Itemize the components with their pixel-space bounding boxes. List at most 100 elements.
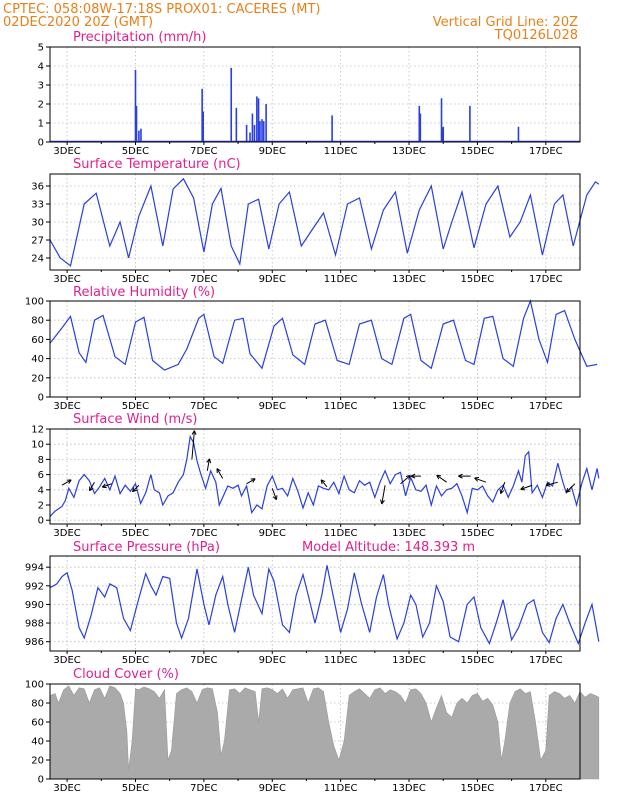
- wind-arrow: [191, 430, 197, 460]
- x-tick-label: 13DEC: [392, 783, 426, 794]
- precip-bar: [419, 113, 422, 142]
- precip-bar: [442, 126, 445, 142]
- x-tick-label: 17DEC: [529, 655, 563, 666]
- x-tick-label: 15DEC: [461, 528, 495, 539]
- x-tick-label: 5DEC: [122, 146, 149, 157]
- y-tick-label: 20: [31, 756, 44, 767]
- humidity-panel: Relative Humidity (%) 0 20 40 60 80 100 3DEC 5D…: [25, 285, 598, 412]
- x-tick-label: 11DEC: [324, 146, 358, 157]
- x-tick-label: 9DEC: [259, 146, 286, 157]
- wind-arrow: [436, 474, 447, 483]
- x-tick-label: 11DEC: [324, 655, 358, 666]
- header-run-time: 02DEC2020 20Z (GMT): [3, 15, 153, 30]
- y-tick-label: 100: [25, 297, 44, 308]
- pressure-panel: Surface Pressure (hPa) Model Altitude: 1…: [25, 540, 600, 666]
- x-tick-label: 9DEC: [259, 528, 286, 539]
- wind-arrow: [458, 473, 471, 479]
- y-tick-label: 10: [31, 440, 44, 451]
- wind-title: Surface Wind (m/s): [73, 412, 197, 427]
- humidity-title: Relative Humidity (%): [73, 285, 215, 300]
- precip-bar: [469, 105, 471, 142]
- y-tick-label: 4: [38, 485, 44, 496]
- y-tick-label: 4: [38, 62, 44, 73]
- x-tick-label: 17DEC: [529, 783, 563, 794]
- y-tick-label: 20: [31, 373, 44, 384]
- precip-bar: [135, 105, 138, 142]
- precip-bar: [138, 130, 140, 142]
- x-tick-label: 7DEC: [190, 146, 217, 157]
- y-tick-label: 30: [31, 218, 44, 229]
- cloud-cover-title: Cloud Cover (%): [73, 667, 179, 682]
- precip-bar: [517, 126, 520, 142]
- x-tick-label: 15DEC: [461, 655, 495, 666]
- precip-bar: [230, 67, 233, 142]
- header-location: CPTEC: 058:08W-17:18S PROX01: CACERES (M…: [3, 2, 320, 17]
- y-tick-label: 60: [31, 718, 44, 729]
- precip-bar: [261, 119, 263, 142]
- precip-bar: [140, 128, 142, 142]
- series-line: [49, 177, 600, 267]
- y-tick-label: 1: [38, 119, 44, 130]
- x-tick-label: 5DEC: [122, 783, 149, 794]
- precip-bar: [331, 115, 333, 142]
- series-line: [49, 434, 600, 517]
- wind-arrow: [101, 483, 112, 489]
- x-tick-label: 5DEC: [122, 274, 149, 285]
- y-tick-label: 990: [25, 600, 44, 611]
- x-tick-label: 3DEC: [53, 146, 80, 157]
- precip-bar: [262, 121, 265, 142]
- wind-arrow: [61, 479, 72, 486]
- temperature-title: Surface Temperature (nC): [73, 157, 241, 172]
- wind-arrow: [410, 473, 421, 479]
- wind-arrow: [320, 479, 328, 488]
- x-tick-label: 3DEC: [53, 528, 80, 539]
- y-tick-label: 5: [38, 43, 44, 54]
- wind-arrow: [380, 485, 386, 505]
- series-line: [49, 298, 598, 371]
- y-tick-label: 0: [38, 138, 44, 149]
- y-tick-label: 36: [31, 182, 44, 193]
- plot-frame: [49, 428, 581, 525]
- wind-arrow: [206, 458, 212, 471]
- x-tick-label: 3DEC: [53, 783, 80, 794]
- wind-arrow: [216, 468, 224, 479]
- x-tick-label: 3DEC: [53, 401, 80, 412]
- wind-arrow: [565, 483, 576, 493]
- plot-frame: [49, 173, 581, 271]
- x-tick-label: 7DEC: [190, 783, 217, 794]
- plot-frame: [49, 683, 581, 780]
- wind-arrow: [131, 484, 140, 493]
- x-tick-label: 15DEC: [461, 783, 495, 794]
- x-tick-label: 5DEC: [122, 528, 149, 539]
- wind-arrow: [400, 474, 411, 485]
- y-tick-label: 988: [25, 619, 44, 630]
- y-tick-label: 33: [31, 200, 44, 211]
- y-tick-label: 0: [38, 516, 44, 527]
- x-tick-label: 15DEC: [461, 401, 495, 412]
- cloud-cover-area: [49, 685, 600, 780]
- x-tick-label: 9DEC: [259, 783, 286, 794]
- wind-panel: Surface Wind (m/s) 0 2 4 6 8 10 12 3DEC 5DEC 7DEC…: [31, 412, 600, 539]
- x-tick-label: 9DEC: [259, 274, 286, 285]
- precip-bar: [256, 96, 258, 142]
- cloud-cover-panel: Cloud Cover (%) 0 20 40 60 80 100 3DEC 5DEC 7DEC…: [25, 667, 600, 794]
- x-tick-label: 17DEC: [529, 528, 563, 539]
- plot-frame: [49, 46, 581, 143]
- precip-bar: [235, 107, 238, 142]
- precip-bar: [265, 104, 267, 142]
- x-tick-label: 15DEC: [461, 146, 495, 157]
- y-tick-label: 0: [38, 393, 44, 404]
- precip-bar: [257, 98, 260, 142]
- x-tick-label: 3DEC: [53, 274, 80, 285]
- model-altitude-label: Model Altitude: 148.393 m: [302, 540, 475, 555]
- precip-bar: [440, 98, 443, 142]
- precip-bar: [251, 113, 254, 142]
- y-tick-label: 994: [25, 563, 44, 574]
- x-tick-label: 13DEC: [392, 655, 426, 666]
- wind-arrow: [520, 484, 533, 491]
- x-tick-label: 9DEC: [259, 401, 286, 412]
- y-tick-label: 6: [38, 470, 44, 481]
- precip-bar: [249, 132, 251, 142]
- wind-arrow: [499, 482, 506, 494]
